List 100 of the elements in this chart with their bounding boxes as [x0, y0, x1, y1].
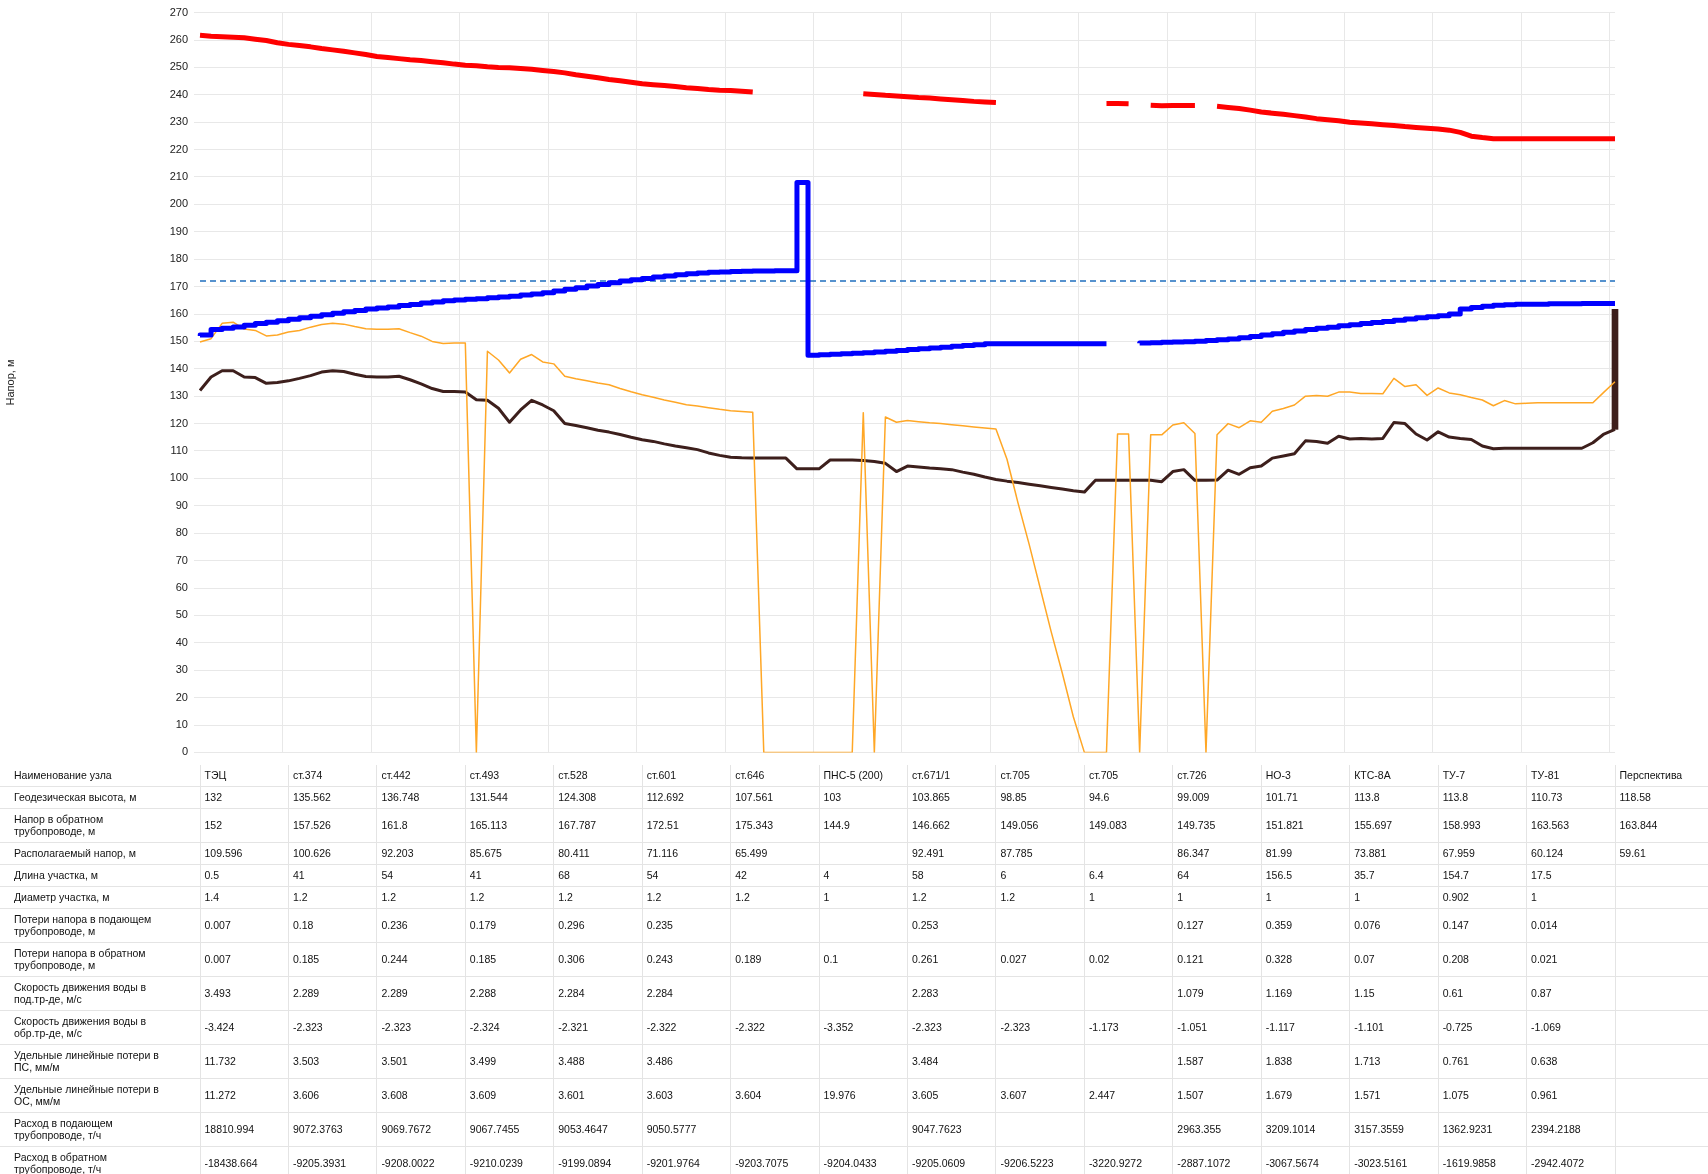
data-label: 132 — [200, 786, 289, 809]
data-label: 1.2 — [553, 886, 643, 909]
data-label: 54 — [376, 864, 466, 887]
data-label: -2942.4072 — [1526, 1146, 1615, 1174]
y-tick-label: 220 — [169, 142, 188, 155]
data-label: 1.2 — [995, 886, 1085, 909]
data-label: 81.99 — [1261, 842, 1350, 865]
data-label: 0.179 — [465, 908, 554, 943]
data-label: 3.488 — [553, 1044, 643, 1079]
text: Потери напора в подающем трубопроводе, м — [0, 908, 200, 943]
data-label: -3220.9272 — [1084, 1146, 1173, 1174]
category-label: ст.726 — [1172, 765, 1262, 787]
y-tick-label: 260 — [169, 33, 188, 46]
data-label: 0.127 — [1172, 908, 1262, 943]
data-label: 0.189 — [730, 942, 820, 977]
data-label: 152 — [200, 808, 289, 843]
data-label: -3.352 — [819, 1010, 908, 1045]
data-label: 144.9 — [819, 808, 908, 843]
data-label: 0.638 — [1526, 1044, 1615, 1079]
data-label: 1.838 — [1261, 1044, 1350, 1079]
data-label: 0.902 — [1438, 886, 1527, 909]
data-label: 1.2 — [376, 886, 466, 909]
data-label: -9203.7075 — [730, 1146, 820, 1174]
category-label: ст.442 — [376, 765, 466, 787]
data-label: 3.603 — [642, 1078, 731, 1113]
data-label: 0.961 — [1526, 1078, 1615, 1113]
data-label: 4 — [819, 864, 908, 887]
data-label: 149.083 — [1084, 808, 1173, 843]
text: Расход в подающем трубопроводе, т/ч — [0, 1112, 200, 1147]
data-label: 41 — [288, 864, 377, 887]
data-label: 2.283 — [907, 976, 996, 1011]
category-label: НО-3 — [1261, 765, 1350, 787]
data-label: -3.424 — [200, 1010, 289, 1045]
data-label: 1.079 — [1172, 976, 1262, 1011]
data-label: -9206.5223 — [995, 1146, 1085, 1174]
data-label: 3157.3559 — [1349, 1112, 1439, 1147]
text: Наименование узла — [0, 765, 200, 787]
data-label: 9067.7455 — [465, 1112, 554, 1147]
y-tick-label: 240 — [169, 87, 188, 100]
data-label: 0.02 — [1084, 942, 1173, 977]
category-label: Перспектива — [1615, 765, 1708, 787]
data-label: 0.027 — [995, 942, 1085, 977]
data-label: 0.014 — [1526, 908, 1615, 943]
data-label: 1.075 — [1438, 1078, 1527, 1113]
y-tick-label: 160 — [169, 307, 188, 320]
y-tick-label: 40 — [175, 635, 188, 648]
data-label: 3.605 — [907, 1078, 996, 1113]
data-label: 155.697 — [1349, 808, 1439, 843]
data-label: 1.2 — [465, 886, 554, 909]
category-label: ТЭЦ — [200, 765, 289, 787]
y-tick-label: 10 — [175, 718, 188, 731]
data-label: 3.606 — [288, 1078, 377, 1113]
data-label: 0.61 — [1438, 976, 1527, 1011]
data-label: 118.58 — [1615, 786, 1708, 809]
data-label: 0.076 — [1349, 908, 1439, 943]
y-tick-label: 270 — [169, 5, 188, 18]
data-label: 146.662 — [907, 808, 996, 843]
data-label: 19.976 — [819, 1078, 908, 1113]
data-label: 124.308 — [553, 786, 643, 809]
data-label: 165.113 — [465, 808, 554, 843]
data-label: 154.7 — [1438, 864, 1527, 887]
y-tick-label: 190 — [169, 224, 188, 237]
data-label: 112.692 — [642, 786, 731, 809]
data-label: 1.2 — [730, 886, 820, 909]
category-label: ст.671/1 — [907, 765, 996, 787]
data-label: -9204.0433 — [819, 1146, 908, 1174]
data-label: -18438.664 — [200, 1146, 289, 1174]
data-label: 149.056 — [995, 808, 1085, 843]
text: Скорость движения воды в обр.тр-де, м/с — [0, 1010, 200, 1045]
data-label: 172.51 — [642, 808, 731, 843]
data-label: 1 — [1084, 886, 1173, 909]
data-label: 113.8 — [1349, 786, 1439, 809]
data-label: -9208.0022 — [376, 1146, 466, 1174]
data-label: 157.526 — [288, 808, 377, 843]
data-label: 1.587 — [1172, 1044, 1262, 1079]
data-label: 0.328 — [1261, 942, 1350, 977]
data-label: 1 — [1349, 886, 1439, 909]
data-label: 2.289 — [376, 976, 466, 1011]
data-label: 1.507 — [1172, 1078, 1262, 1113]
data-label: 80.411 — [553, 842, 643, 865]
data-label: 0.244 — [376, 942, 466, 977]
category-label: ст.705 — [995, 765, 1085, 787]
data-label: 0.1 — [819, 942, 908, 977]
data-label: 1.679 — [1261, 1078, 1350, 1113]
data-label: 99.009 — [1172, 786, 1262, 809]
text: Напор в обратном трубопроводе, м — [0, 808, 200, 843]
data-label: 3.499 — [465, 1044, 554, 1079]
data-label: -2.324 — [465, 1010, 554, 1045]
data-label: 1 — [1526, 886, 1615, 909]
data-label: 0.007 — [200, 908, 289, 943]
data-label: -2.323 — [288, 1010, 377, 1045]
data-label: 0.185 — [288, 942, 377, 977]
data-label: -9201.9764 — [642, 1146, 731, 1174]
data-label: -0.725 — [1438, 1010, 1527, 1045]
data-label: 67.959 — [1438, 842, 1527, 865]
data-label: 0.87 — [1526, 976, 1615, 1011]
data-label: 163.844 — [1615, 808, 1708, 843]
y-tick-label: 80 — [175, 526, 188, 539]
data-label: 1 — [819, 886, 908, 909]
data-label: 113.8 — [1438, 786, 1527, 809]
